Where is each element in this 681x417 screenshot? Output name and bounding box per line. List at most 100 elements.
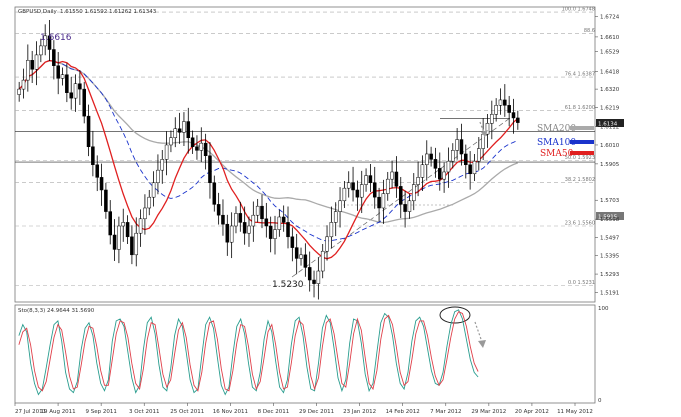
price-tick-label: 1.5703 <box>600 198 620 204</box>
candle-body <box>104 189 108 212</box>
candle-body <box>446 160 451 173</box>
candle-body <box>203 142 208 157</box>
candle-body <box>138 218 143 234</box>
candle-body <box>368 175 373 184</box>
candle-body <box>325 236 329 252</box>
time-tick-label: 19 Aug 2011 <box>40 409 75 415</box>
sma-line-sma50 <box>18 59 519 260</box>
legend-sma50-swatch <box>570 151 594 155</box>
projection-arrow-icon <box>479 121 485 134</box>
candle-body <box>30 60 34 70</box>
stochastic-arrow-icon <box>474 321 483 343</box>
price-labels: 1.6134 1.5915 <box>596 119 624 221</box>
candle-body <box>199 142 204 151</box>
sma-legend: SMA200 SMA100 SMA50 <box>537 124 594 159</box>
stochastic-lines <box>18 309 479 396</box>
candle-body <box>438 168 442 180</box>
low-annotation: 1.5230 <box>272 280 304 290</box>
candle-body <box>498 99 503 106</box>
candle-body <box>177 128 182 133</box>
candle-body <box>234 213 238 227</box>
fib-label: 88.6 <box>584 28 595 34</box>
candle-body <box>281 216 286 223</box>
stochastic-arrowhead-icon <box>478 340 486 348</box>
candle-body <box>429 153 433 160</box>
candle-body <box>364 175 368 185</box>
candle-body <box>433 159 438 169</box>
fib-label: 61.8 1.6200 <box>565 105 595 111</box>
candle-body <box>320 250 325 272</box>
candle-body <box>485 123 490 135</box>
osc-tick-0: 0 <box>598 398 602 404</box>
level-price-label: 1.5915 <box>598 215 618 221</box>
candle-body <box>468 164 472 175</box>
candle-body <box>65 74 69 93</box>
candle-body <box>346 182 351 189</box>
candle-body <box>164 144 169 160</box>
candle-body <box>216 204 221 216</box>
candle-body <box>333 211 338 223</box>
candle-body <box>481 133 485 149</box>
candle-body <box>186 121 191 139</box>
candle-body <box>394 171 399 187</box>
candle-body <box>299 254 303 259</box>
candle-body <box>95 164 99 178</box>
candle-body <box>455 139 459 151</box>
candle-body <box>121 222 126 227</box>
overbought-circle-icon <box>439 306 471 324</box>
candle-body <box>156 169 160 184</box>
candle-body <box>151 182 156 198</box>
candle-body <box>160 159 165 171</box>
candle-body <box>264 218 269 227</box>
candle-body <box>459 139 464 155</box>
stochastic-signal-line <box>18 311 479 392</box>
ohlc-readout: 1.61550 1.61592 1.61262 1.61343 <box>60 9 157 15</box>
candle-body <box>255 205 260 216</box>
horizontal-lines <box>15 117 595 163</box>
candle-body <box>39 45 43 56</box>
legend-sma200-swatch <box>570 126 594 130</box>
time-tick-label: 29 Mar 2012 <box>471 409 506 415</box>
candle-body <box>260 205 264 220</box>
candle-body <box>117 225 121 250</box>
candle-body <box>268 225 273 239</box>
candle-body <box>407 200 412 212</box>
fib-label: 0.0 1.5231 <box>568 280 595 286</box>
candle-body <box>477 148 481 162</box>
sma-line-sma100 <box>18 60 518 242</box>
candle-body <box>277 216 282 230</box>
candle-body <box>286 222 290 238</box>
time-tick-label: 8 Dec 2011 <box>258 409 290 415</box>
candle-body <box>451 150 455 162</box>
candle-body <box>78 83 82 90</box>
candle-body <box>190 137 195 148</box>
candle-body <box>464 153 468 166</box>
candle-body <box>390 171 394 180</box>
candle-body <box>26 60 30 81</box>
candle-body <box>47 35 52 50</box>
candle-body <box>173 128 178 139</box>
price-tick-label: 1.6418 <box>600 69 620 75</box>
legend-sma100-swatch <box>570 140 594 144</box>
candle-body <box>403 204 407 212</box>
candle-body <box>34 54 39 70</box>
level-price-box <box>596 212 624 220</box>
candle-body <box>125 222 130 238</box>
annotations <box>439 121 488 348</box>
candle-body <box>307 267 312 281</box>
time-tick-label: 29 Dec 2011 <box>299 409 334 415</box>
candle-body <box>86 115 91 148</box>
price-tick-label: 1.5905 <box>600 162 620 168</box>
candle-body <box>511 112 516 119</box>
candle-body <box>442 171 446 180</box>
candle-body <box>329 222 334 238</box>
time-tick-label: 9 Sep 2011 <box>85 409 116 415</box>
candle-body <box>381 193 386 209</box>
candle-body <box>303 254 308 268</box>
price-tick-label: 1.6724 <box>600 14 620 20</box>
candlesticks <box>17 19 520 300</box>
candle-body <box>43 35 47 47</box>
